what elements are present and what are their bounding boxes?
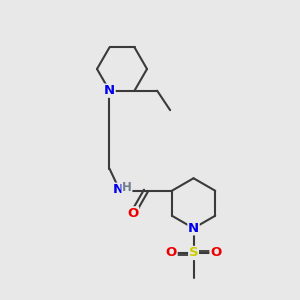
Text: N: N	[104, 84, 115, 97]
Text: N: N	[188, 222, 199, 235]
Text: O: O	[210, 247, 221, 260]
Text: O: O	[166, 247, 177, 260]
Text: O: O	[127, 207, 139, 220]
Text: H: H	[122, 181, 132, 194]
Text: N: N	[112, 183, 124, 196]
Text: S: S	[189, 247, 198, 260]
